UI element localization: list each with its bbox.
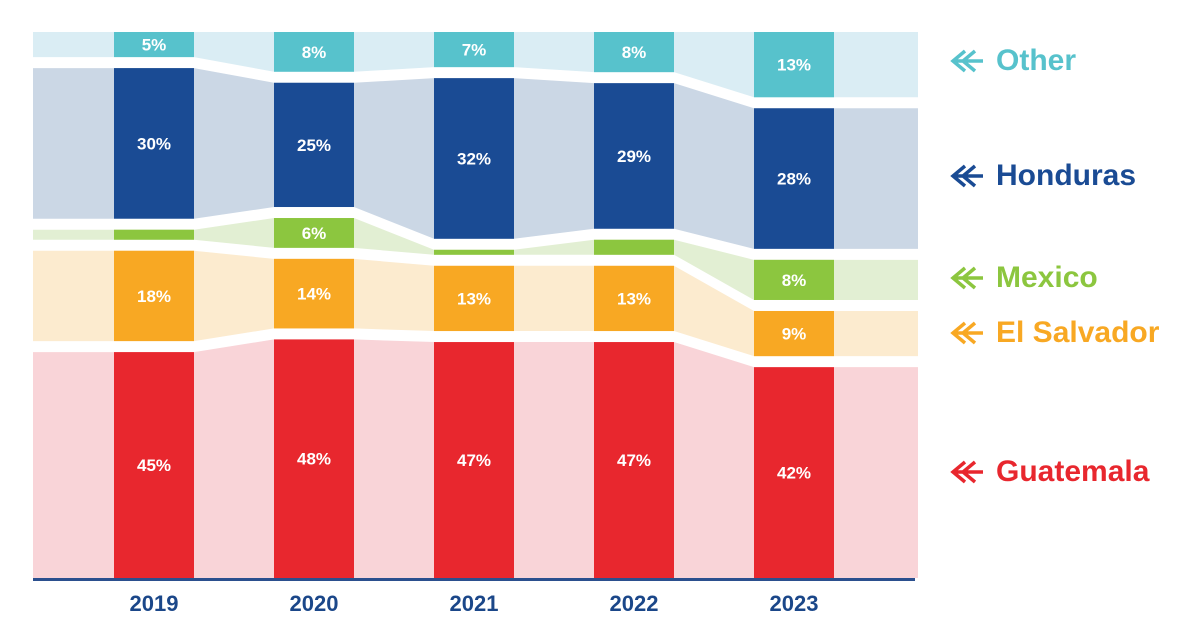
bar-segment-el-salvador-2020: [274, 258, 354, 329]
bar-segment-honduras-2023: [754, 108, 834, 249]
bar-value-label: 45%: [137, 456, 171, 475]
bar-value-label: 5%: [142, 36, 167, 55]
bar-segment-mexico-2023: [754, 259, 834, 300]
flow-band-mexico: [33, 218, 918, 300]
bar-segment-el-salvador-2021: [434, 265, 514, 332]
bar-segment-other-2023: [754, 32, 834, 98]
bar-value-label: 47%: [617, 451, 651, 470]
bar-segment-guatemala-2022: [594, 342, 674, 578]
bar-value-label: 48%: [297, 450, 331, 469]
bar-value-label: 29%: [617, 147, 651, 166]
bar-value-label: 42%: [777, 464, 811, 483]
bar-segment-honduras-2022: [594, 83, 674, 229]
bar-segment-el-salvador-2019: [114, 250, 194, 342]
x-axis-label-2022: 2022: [610, 591, 659, 616]
bar-segment-mexico-2021: [434, 249, 514, 255]
bar-value-label: 13%: [617, 289, 651, 308]
x-axis-line: [33, 578, 915, 581]
bar-value-label: 28%: [777, 170, 811, 189]
bar-segment-honduras-2020: [274, 82, 354, 208]
bar-segment-mexico-2019: [114, 229, 194, 240]
x-axis-label-2023: 2023: [770, 591, 819, 616]
bar-value-label: 8%: [622, 43, 647, 62]
bar-value-label: 8%: [302, 43, 327, 62]
x-axis-label-2019: 2019: [130, 591, 179, 616]
bar-segment-other-2020: [274, 32, 354, 72]
bar-value-label: 30%: [137, 134, 171, 153]
bar-value-label: 47%: [457, 451, 491, 470]
bar-segment-guatemala-2019: [114, 352, 194, 578]
bar-segment-el-salvador-2023: [754, 310, 834, 357]
bar-value-label: 13%: [457, 289, 491, 308]
bar-value-label: 13%: [777, 56, 811, 75]
bar-value-label: 6%: [302, 224, 327, 243]
bar-value-label: 7%: [462, 41, 487, 60]
bar-segment-honduras-2019: [114, 68, 194, 219]
bar-segment-guatemala-2020: [274, 339, 354, 578]
bar-segment-el-salvador-2022: [594, 265, 674, 332]
bar-segment-other-2022: [594, 32, 674, 73]
x-axis-label-2020: 2020: [290, 591, 339, 616]
bar-segment-guatemala-2021: [434, 342, 514, 578]
bar-value-label: 8%: [782, 271, 807, 290]
bar-segment-mexico-2020: [274, 218, 354, 248]
bar-value-label: 9%: [782, 325, 807, 344]
bar-segment-guatemala-2023: [754, 367, 834, 578]
bar-segment-other-2021: [434, 32, 514, 68]
bar-value-label: 25%: [297, 136, 331, 155]
bar-segment-mexico-2022: [594, 239, 674, 255]
bar-value-label: 14%: [297, 285, 331, 304]
bar-segment-other-2019: [114, 32, 194, 58]
bar-segment-honduras-2021: [434, 78, 514, 239]
x-axis-label-2021: 2021: [450, 591, 499, 616]
bar-value-label: 32%: [457, 149, 491, 168]
bar-value-label: 18%: [137, 287, 171, 306]
